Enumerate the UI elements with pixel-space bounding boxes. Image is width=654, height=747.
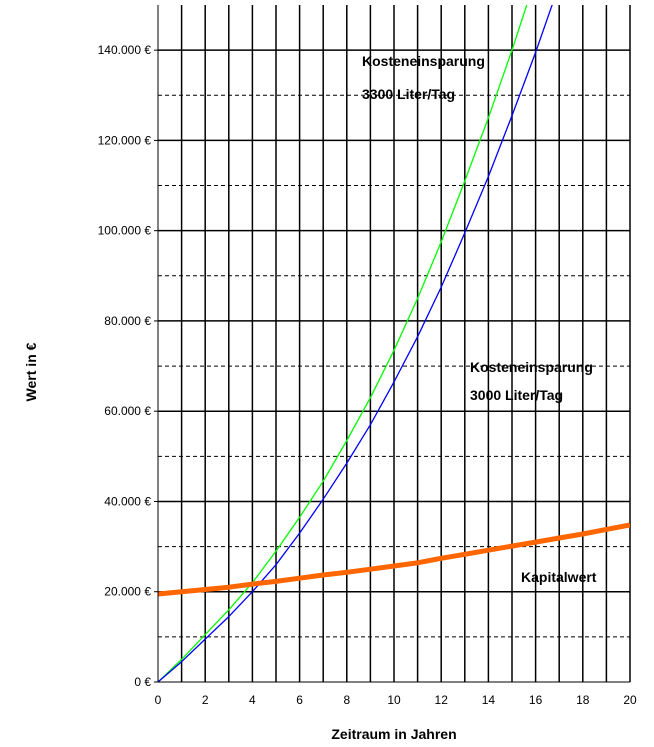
x-tick-label: 8: [343, 693, 350, 707]
series-line-2: [158, 5, 553, 682]
annotation-orange: Kapitalwert: [521, 569, 597, 585]
x-axis-title: Zeitraum in Jahren: [331, 726, 456, 742]
x-tick-label: 6: [296, 693, 303, 707]
x-tick-label: 10: [387, 693, 401, 707]
x-tick-label: 12: [435, 693, 449, 707]
x-tick-label: 20: [623, 693, 637, 707]
annotation-green-line1: Kosteneinsparung: [362, 53, 485, 69]
x-tick-label: 16: [529, 693, 543, 707]
y-tick-labels: 0 € 20.000 € 40.000 € 60.000 € 80.000 € 100.0…: [98, 43, 158, 689]
x-tick-label: 0: [155, 693, 162, 707]
axes: [157, 5, 630, 683]
annotation-blue-line1: Kosteneinsparung: [470, 359, 593, 375]
x-tick-label: 14: [482, 693, 496, 707]
horizontal-minor-gridlines: [158, 94, 630, 638]
y-tick-label: 20.000 €: [104, 585, 151, 599]
y-tick-label: 40.000 €: [104, 494, 151, 508]
vertical-gridlines: [180, 5, 631, 682]
x-tick-label: 4: [249, 693, 256, 707]
series-line-3: [158, 522, 630, 597]
y-tick-label: 100.000 €: [98, 224, 152, 238]
y-tick-label: 80.000 €: [104, 314, 151, 328]
series-layer: [158, 5, 630, 682]
y-axis-title: Wert in €: [23, 342, 39, 401]
annotation-green-line2: 3300 Liter/Tag: [362, 86, 455, 102]
x-tick-label: 18: [576, 693, 590, 707]
y-tick-label: 120.000 €: [98, 133, 152, 147]
series-line-1: [158, 5, 528, 682]
x-tick-label: 2: [202, 693, 209, 707]
y-tick-label: 0 €: [134, 675, 151, 689]
annotation-blue-line2: 3000 Liter/Tag: [470, 387, 563, 403]
x-tick-labels: 0 2 4 6 8 10 12 14 16 18 20: [155, 693, 637, 707]
y-tick-label: 60.000 €: [104, 404, 151, 418]
y-tick-label: 140.000 €: [98, 43, 152, 57]
